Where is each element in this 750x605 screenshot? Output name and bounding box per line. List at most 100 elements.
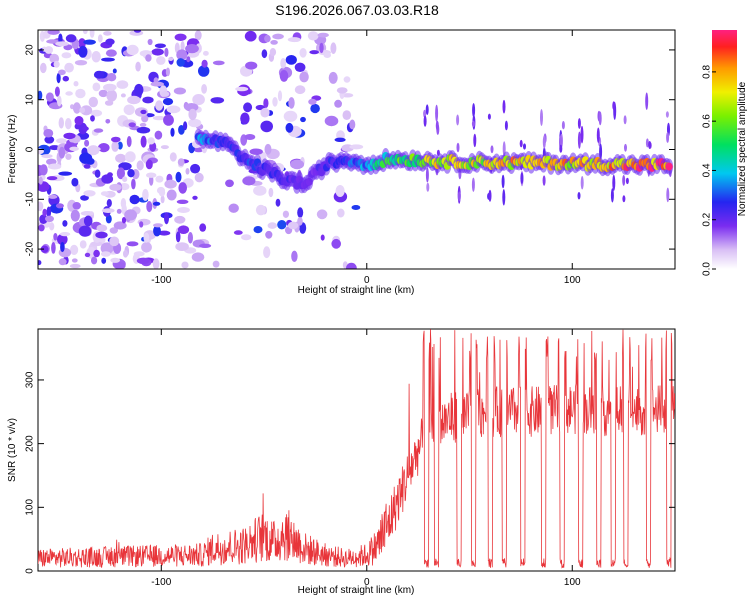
spectrogram-noise-blob <box>308 98 317 105</box>
spectrogram-noise-blob <box>334 99 342 108</box>
spectrogram-noise-blob <box>166 189 177 201</box>
spectrogram-noise-blob <box>60 241 65 253</box>
spectrogram-streak <box>622 195 626 203</box>
spectrogram-noise-blob <box>245 61 258 70</box>
snr-frame <box>37 328 676 572</box>
spectrogram-noise-blob <box>103 83 117 92</box>
snr-series-line <box>38 329 675 569</box>
spectrogram-noise-blob <box>317 32 329 38</box>
spectrogram-noise-blob <box>261 49 268 59</box>
spectrogram-noise-blob <box>181 261 189 269</box>
spectrogram-noise-blob <box>337 208 345 218</box>
spectrogram-noise-blob <box>97 34 103 43</box>
colorbar-gradient <box>712 30 737 269</box>
spectrogram-noise-blob <box>143 232 150 243</box>
spectrogram-noise-blob <box>93 128 104 133</box>
y-tick-label: 0 <box>25 568 36 574</box>
spectrogram-noise-blob <box>109 227 119 234</box>
spectrogram-noise-blob <box>129 194 140 205</box>
spectrogram-streak <box>577 118 581 129</box>
spectrogram-noise-blob <box>169 152 177 162</box>
spectrogram-noise-blob <box>90 146 101 152</box>
spectrogram-noise-blob <box>96 224 108 232</box>
spectrogram-noise-blob <box>40 62 47 74</box>
spectrogram-noise-blob <box>174 215 186 224</box>
spectrogram-noise-blob <box>140 135 147 148</box>
spectrogram-noise-blob <box>54 86 60 97</box>
spectrogram-noise-blob <box>58 69 66 76</box>
spectrogram-noise-blob <box>177 158 185 167</box>
spectrogram-noise-blob <box>349 144 364 150</box>
spectrogram-noise-blob <box>42 208 47 217</box>
spectrogram-streak <box>622 175 626 186</box>
spectrogram-noise-blob <box>152 201 161 206</box>
spectrogram-streak <box>623 115 627 125</box>
spectrogram-noise-blob <box>158 188 166 197</box>
spectrogram-noise-blob <box>126 44 139 56</box>
spectrogram-noise-blob <box>79 240 87 249</box>
spectrogram-noise-blob <box>192 94 205 106</box>
spectrogram-noise-blob <box>309 50 320 55</box>
spectrogram-noise-blob <box>41 154 53 159</box>
x-tick-label: 0 <box>364 275 370 286</box>
spectrogram-noise-blob <box>269 48 277 57</box>
spectrogram-streak <box>666 187 670 203</box>
spectrogram-noise-blob <box>152 115 166 121</box>
spectrogram-noise-blob <box>116 208 122 214</box>
y-tick-label: 10 <box>25 94 36 106</box>
spectrogram-background <box>38 30 675 269</box>
spectrogram-noise-blob <box>47 163 62 170</box>
spectrogram-noise-blob <box>194 172 204 183</box>
spectrogram-noise-blob <box>101 257 107 264</box>
spectrogram-noise-blob <box>264 143 272 155</box>
spectrogram-noise-blob <box>58 258 67 266</box>
spectrogram-noise-blob <box>263 98 269 108</box>
spectrogram-streak <box>542 135 546 149</box>
snr-panel: -100 0 100 0 100 200 300 Height of straight li… <box>7 328 676 596</box>
spectrogram-streak <box>426 182 430 192</box>
spectrogram-noise-blob <box>100 191 109 197</box>
spectrogram-noise-blob <box>290 159 305 170</box>
spectrogram-y-axis-label: Frequency (Hz) <box>7 115 18 184</box>
spectrogram-noise-blob <box>63 132 76 140</box>
colorbar-tick-label: 0.2 <box>702 212 713 226</box>
spectrogram-noise-blob <box>126 136 132 148</box>
spectrogram-noise-blob <box>65 153 72 160</box>
spectrogram-noise-blob <box>38 90 43 101</box>
spectrogram-noise-blob <box>145 54 152 62</box>
spectrogram-noise-blob <box>244 134 256 140</box>
x-tick-label: -100 <box>151 577 171 588</box>
spectrogram-noise-blob <box>175 171 182 183</box>
colorbar-tick-label: 0.4 <box>702 163 713 177</box>
spectrogram-noise-blob <box>120 93 126 98</box>
spectrogram-streak <box>435 104 439 122</box>
spectrogram-noise-blob <box>346 262 357 269</box>
spectrogram-streak <box>624 143 627 152</box>
spectrogram-noise-blob <box>235 86 249 92</box>
spectrogram-streak <box>519 139 523 148</box>
spectrogram-noise-blob <box>187 232 193 244</box>
spectrogram-noise-blob <box>177 207 190 213</box>
spectrogram-noise-blob <box>242 176 256 186</box>
spectrogram-streak <box>561 121 565 130</box>
spectrogram-noise-blob <box>212 260 220 268</box>
spectrogram-streak <box>559 144 563 153</box>
spectrogram-noise-blob <box>155 100 164 111</box>
spectrogram-noise-blob <box>92 82 101 92</box>
spectrogram-noise-blob <box>58 33 63 44</box>
spectrogram-noise-blob <box>164 179 177 189</box>
spectrogram-noise-blob <box>324 115 339 127</box>
spectrogram-noise-blob <box>193 147 204 153</box>
y-tick-label: 200 <box>25 435 36 452</box>
y-tick-label: 100 <box>25 499 36 516</box>
spectrogram-noise-blob <box>201 59 208 68</box>
spectrogram-noise-blob <box>142 188 149 201</box>
spectrogram-noise-blob <box>82 30 88 35</box>
spectrogram-noise-blob <box>40 245 49 253</box>
spectrogram-noise-blob <box>55 203 64 209</box>
spectrogram-noise-blob <box>65 118 72 130</box>
spectrogram-streak <box>487 113 491 120</box>
spectrogram-noise-blob <box>58 146 66 159</box>
spectrogram-noise-blob <box>116 167 125 180</box>
spectrogram-streak <box>577 192 581 200</box>
